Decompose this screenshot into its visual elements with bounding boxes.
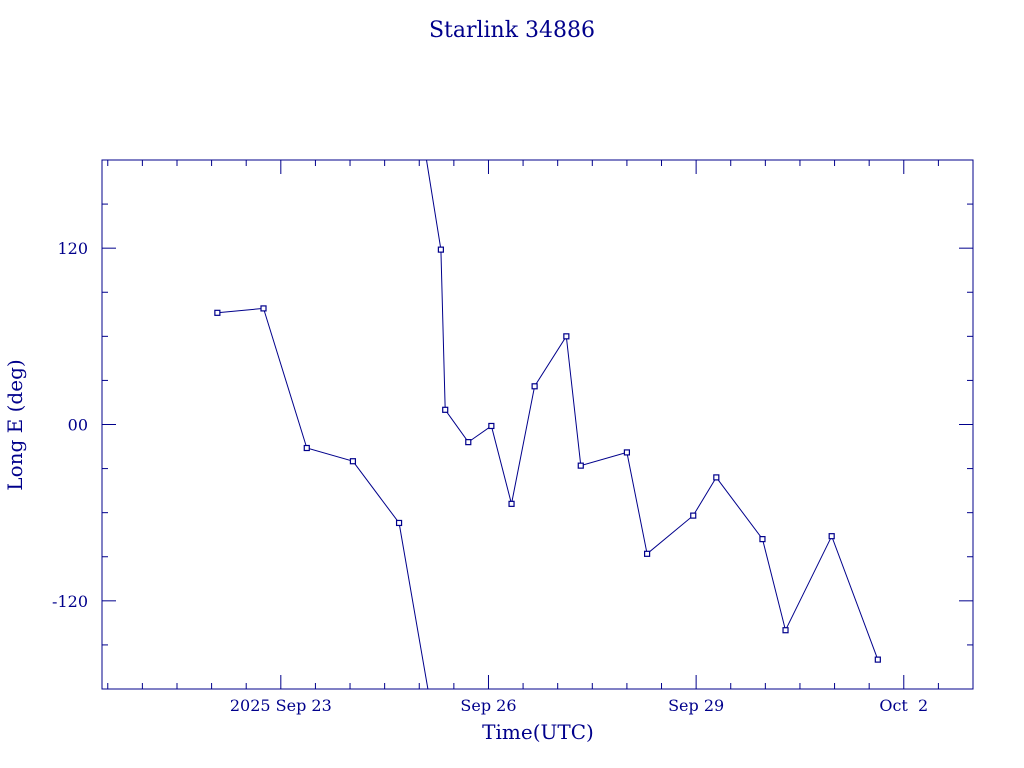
chart-title: Starlink 34886 xyxy=(429,18,595,43)
data-point xyxy=(782,627,789,634)
tick-labels: 2025 Sep 23 Sep 26 Sep 29 Oct 2 120 00 -120 xyxy=(52,239,928,715)
axis-ticks xyxy=(102,160,973,689)
x-tick-label: Oct 2 xyxy=(879,696,928,715)
plot-frame xyxy=(101,159,974,690)
y-axis-label: Long E (deg) xyxy=(3,359,27,490)
y-tick-label: -120 xyxy=(52,592,88,611)
y-tick-label: 00 xyxy=(68,416,88,435)
x-tick-label: 2025 Sep 23 xyxy=(230,696,332,715)
data-point xyxy=(395,519,403,527)
series-group xyxy=(214,159,881,690)
data-point xyxy=(713,474,720,481)
x-axis-label: Time(UTC) xyxy=(482,720,594,744)
data-point xyxy=(577,462,584,469)
data-point xyxy=(214,309,221,316)
data-point xyxy=(623,449,631,456)
data-point xyxy=(759,536,766,543)
data-point xyxy=(260,305,267,312)
series-line-2 xyxy=(426,159,879,660)
data-point xyxy=(690,512,697,519)
y-tick-label: 120 xyxy=(57,239,88,258)
series-line-1 xyxy=(217,307,429,690)
data-point xyxy=(828,533,835,540)
data-point xyxy=(643,550,651,557)
data-point xyxy=(531,383,538,390)
data-point xyxy=(488,422,495,430)
data-point xyxy=(437,246,444,253)
data-point xyxy=(465,439,472,446)
data-point xyxy=(442,406,449,413)
data-point xyxy=(303,444,310,452)
data-point xyxy=(563,333,570,340)
x-tick-label: Sep 26 xyxy=(460,696,516,715)
data-point xyxy=(874,656,881,663)
data-point xyxy=(508,500,515,507)
x-tick-label: Sep 29 xyxy=(668,696,724,715)
data-point xyxy=(349,458,357,465)
